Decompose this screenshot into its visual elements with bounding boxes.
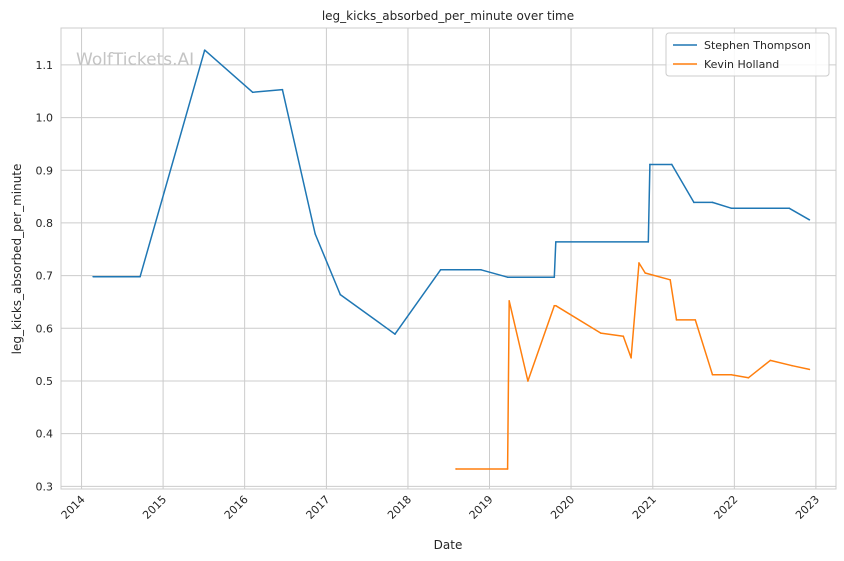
data-point-stephen-thompson [553, 276, 556, 279]
data-point-kevin-holland [506, 468, 509, 470]
data-point-stephen-thompson [281, 88, 284, 91]
data-point-stephen-thompson [711, 201, 714, 204]
data-point-kevin-holland [669, 279, 672, 281]
grid-lines [61, 28, 836, 489]
data-point-kevin-holland [599, 332, 602, 334]
data-point-kevin-holland [555, 304, 557, 307]
y-tick-label: 0.3 [36, 480, 54, 493]
y-tick-label: 0.8 [36, 217, 54, 230]
data-point-kevin-holland [644, 272, 647, 274]
y-tick-label: 0.7 [36, 270, 54, 283]
data-point-stephen-thompson [670, 163, 673, 166]
data-point-stephen-thompson [251, 91, 254, 94]
y-tick-label: 0.6 [36, 322, 54, 335]
legend: Stephen Thompson Kevin Holland [665, 32, 830, 77]
data-point-kevin-holland [808, 368, 811, 371]
data-point-kevin-holland [769, 359, 772, 362]
data-point-stephen-thompson [394, 333, 396, 335]
data-point-kevin-holland [694, 319, 697, 321]
y-tick-label: 1.0 [36, 112, 54, 125]
legend-label-kevin-holland: Kevin Holland [704, 58, 779, 71]
y-tick-label: 0.5 [36, 375, 54, 388]
data-point-stephen-thompson [139, 275, 141, 278]
data-point-stephen-thompson [506, 276, 509, 279]
legend-box [665, 32, 830, 77]
data-point-stephen-thompson [555, 241, 557, 243]
data-point-kevin-holland [455, 468, 457, 470]
y-tick-label: 1.1 [36, 59, 54, 72]
data-point-kevin-holland [622, 335, 625, 338]
data-point-stephen-thompson [339, 293, 342, 296]
y-tick-label: 0.9 [36, 164, 54, 177]
data-point-stephen-thompson [808, 218, 811, 221]
data-point-kevin-holland [527, 380, 529, 382]
data-point-kevin-holland [747, 377, 750, 379]
data-point-kevin-holland [730, 373, 733, 376]
data-point-stephen-thompson [439, 269, 442, 271]
data-point-kevin-holland [675, 319, 678, 321]
data-point-stephen-thompson [649, 163, 651, 166]
data-point-stephen-thompson [203, 49, 206, 51]
data-point-stephen-thompson [92, 275, 94, 278]
data-point-stephen-thompson [788, 207, 790, 209]
data-point-stephen-thompson [314, 233, 317, 235]
data-point-stephen-thompson [480, 269, 482, 271]
data-point-kevin-holland [711, 373, 714, 376]
series-line-kevin-holland [456, 262, 810, 470]
series-lines [92, 49, 811, 470]
legend-label-stephen-thompson: Stephen Thompson [704, 39, 811, 52]
data-point-kevin-holland [553, 304, 556, 307]
data-point-stephen-thompson [693, 201, 695, 204]
chart-title: leg_kicks_absorbed_per_minute over time [322, 9, 574, 23]
data-point-kevin-holland [508, 300, 510, 302]
y-tick-label: 0.4 [36, 428, 54, 441]
data-point-kevin-holland [638, 262, 640, 264]
y-axis-ticks: 0.3 0.4 0.5 0.6 0.7 0.8 0.9 1.0 1.1 [36, 59, 54, 493]
plot-area [60, 27, 837, 490]
data-point-stephen-thompson [730, 207, 733, 209]
y-axis-title: leg_kicks_absorbed_per_minute [10, 164, 24, 355]
x-axis-title: Date [434, 538, 463, 552]
data-point-stephen-thompson [647, 241, 650, 243]
data-point-kevin-holland [630, 357, 632, 359]
watermark: WolfTickets.AI [76, 50, 194, 70]
data-point-kevin-holland [791, 364, 794, 367]
